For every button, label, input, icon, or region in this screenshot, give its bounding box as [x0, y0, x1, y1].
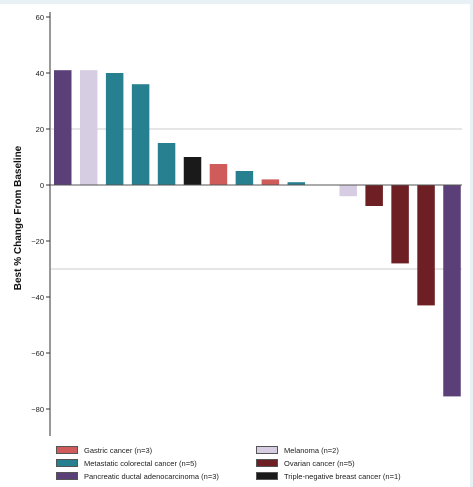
- y-ticks: 60 40 20 0 −20 −40 −60 −80: [31, 13, 50, 414]
- legend-item: Melanoma (n=2): [256, 444, 436, 456]
- bar: [365, 185, 383, 206]
- legend-item: Triple-negative breast cancer (n=1): [256, 470, 436, 482]
- bar: [105, 73, 124, 185]
- bar: [417, 185, 435, 306]
- axes: [49, 12, 462, 436]
- y-tick-label: −20: [31, 237, 44, 246]
- legend: Gastric cancer (n=3) Melanoma (n=2) Metast…: [56, 444, 436, 482]
- legend-label: Metastatic colorectal cancer (n=5): [84, 458, 197, 468]
- bar: [235, 171, 254, 185]
- legend-swatch: [56, 459, 78, 467]
- legend-item: Ovarian cancer (n=5): [256, 457, 436, 469]
- y-tick-label: 40: [36, 69, 44, 78]
- legend-swatch: [256, 472, 278, 480]
- bar: [209, 164, 228, 185]
- bar: [339, 185, 357, 197]
- bar: [391, 185, 409, 264]
- legend-swatch: [56, 446, 78, 454]
- y-tick-label: −80: [31, 405, 44, 414]
- y-axis-label: Best % Change From Baseline: [13, 145, 24, 290]
- legend-swatch: [256, 459, 278, 467]
- bar: [131, 84, 150, 185]
- legend-label: Triple-negative breast cancer (n=1): [284, 471, 401, 481]
- y-tick-label: 20: [36, 125, 44, 134]
- y-tick-label: 60: [36, 13, 44, 22]
- legend-swatch: [256, 446, 278, 454]
- legend-item: Pancreatic ductal adenocarcinoma (n=3): [56, 470, 256, 482]
- bar: [261, 179, 280, 185]
- bar: [183, 157, 202, 185]
- y-tick-label: 0: [40, 181, 44, 190]
- y-tick-label: −40: [31, 293, 44, 302]
- bar: [287, 182, 306, 185]
- bar-series: [54, 70, 461, 397]
- legend-label: Pancreatic ductal adenocarcinoma (n=3): [84, 471, 219, 481]
- legend-swatch: [56, 472, 78, 480]
- legend-label: Ovarian cancer (n=5): [284, 458, 355, 468]
- legend-item: Metastatic colorectal cancer (n=5): [56, 457, 256, 469]
- legend-label: Gastric cancer (n=3): [84, 445, 153, 455]
- legend-item: Gastric cancer (n=3): [56, 444, 256, 456]
- bar: [79, 70, 98, 185]
- bar: [157, 143, 176, 185]
- y-tick-label: −60: [31, 349, 44, 358]
- bar: [443, 185, 461, 397]
- legend-label: Melanoma (n=2): [284, 445, 339, 455]
- bar: [54, 70, 72, 185]
